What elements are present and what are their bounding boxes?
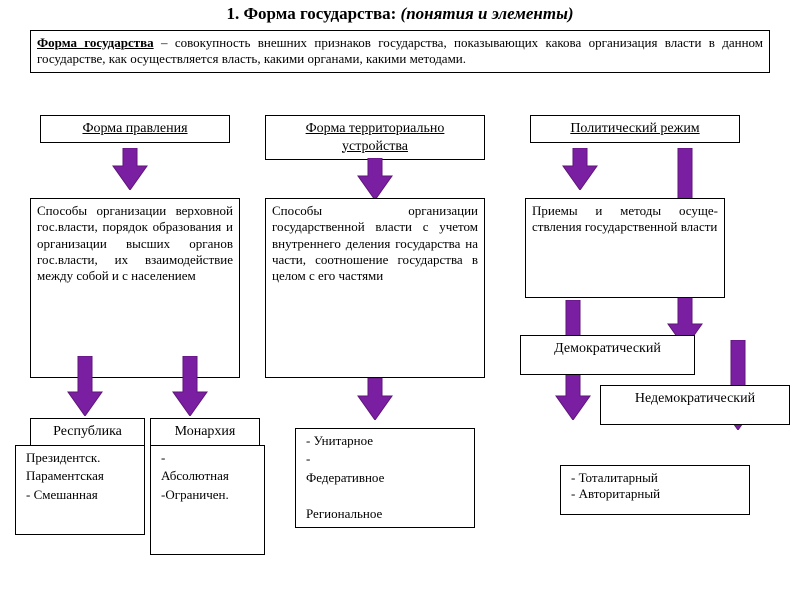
col3-list: Тоталитарный Авторитарный <box>560 465 750 515</box>
title-prefix: 1. Форма государства: <box>226 4 400 23</box>
c2-i2: Региональное <box>306 506 468 522</box>
arrow-c1-1 <box>110 148 150 190</box>
arrow-c2-2 <box>355 378 395 420</box>
c3-i1: Авторитарный <box>571 486 743 502</box>
page-title: 1. Форма государства: (понятия и элемент… <box>0 0 800 30</box>
col2-list: - Унитарное - Федеративное Региональное <box>295 428 475 528</box>
c2-i1: Федеративное <box>306 470 468 486</box>
title-suffix: (понятия и элементы) <box>401 4 574 23</box>
col1-sub2-list: - Абсолютная -Ограничен. <box>150 445 265 555</box>
col3-sub1: Демократический <box>520 335 695 375</box>
c1s2-i0: Абсолютная <box>161 468 258 484</box>
c1s1-i1: Параментская <box>26 468 138 484</box>
arrow-c2-1 <box>355 158 395 200</box>
col2-desc: Способы организации государственной влас… <box>265 198 485 378</box>
c1s2-dash: - <box>161 450 258 466</box>
arrow-c1-2a <box>65 356 105 416</box>
c3-i0: Тоталитарный <box>571 470 743 486</box>
definition-box: Форма государства – совокупность внешних… <box>30 30 770 73</box>
col2-header: Форма территориально устройства <box>265 115 485 160</box>
col1-header: Форма правления <box>40 115 230 143</box>
c1s2-i1: -Ограничен. <box>161 487 258 503</box>
col3-header: Политический режим <box>530 115 740 143</box>
col1-desc: Способы организации верховной гос.власти… <box>30 198 240 378</box>
c2-dash: - <box>306 451 468 467</box>
col1-sub1-label: Республика <box>30 418 145 446</box>
c2-i0: - Унитарное <box>306 433 468 449</box>
col3-desc: Приемы и методы осуще-ствления государст… <box>525 198 725 298</box>
arrow-c1-2b <box>170 356 210 416</box>
arrow-c3-1 <box>560 148 600 190</box>
c1s1-i0: Президентск. <box>26 450 138 466</box>
col1-sub1-list: Президентск. Параментская - Смешанная <box>15 445 145 535</box>
definition-lead: Форма государства <box>37 35 154 50</box>
c1s1-i2: - Смешанная <box>26 487 138 503</box>
col1-sub2-label: Монархия <box>150 418 260 446</box>
col3-sub2: Недемократический <box>600 385 790 425</box>
